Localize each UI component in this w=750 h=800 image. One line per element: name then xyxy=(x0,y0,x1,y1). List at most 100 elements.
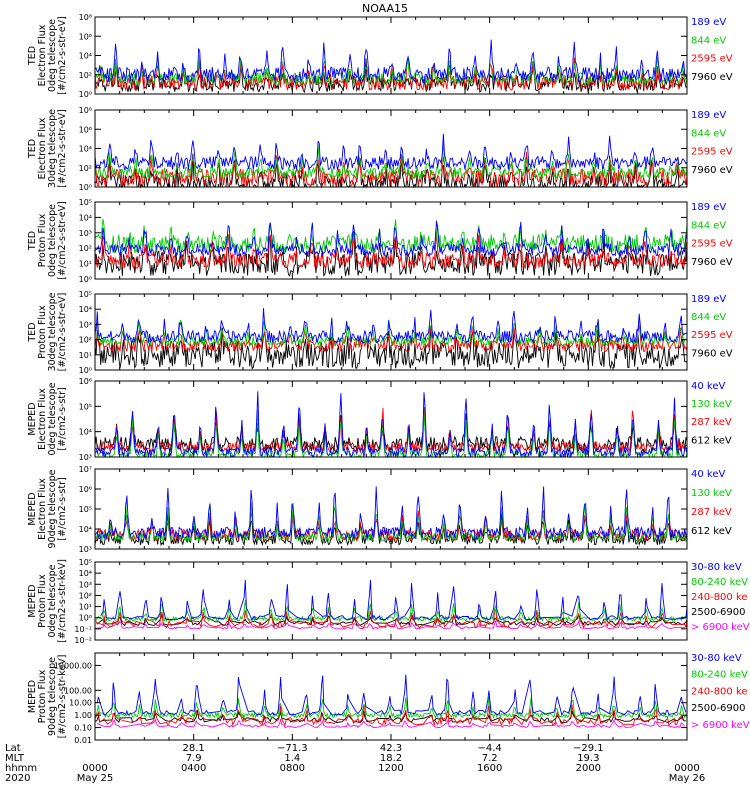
legend-entry: 40 keV xyxy=(691,469,725,480)
series-2-4 xyxy=(94,133,688,171)
time-value: 7.2 xyxy=(482,753,498,764)
legend-entry: 2595 eV xyxy=(691,54,733,65)
legend-entry: 2595 eV xyxy=(691,330,733,341)
legend-entry: 2595 eV xyxy=(691,239,733,250)
y-tick-label: 10⁴ xyxy=(79,213,92,222)
legend-entry: 30-80 keV xyxy=(691,562,742,573)
series-6-4 xyxy=(94,486,688,541)
time-value: 0000 xyxy=(674,763,699,774)
y-tick-label: 10⁶ xyxy=(79,485,92,494)
y-tick-label: 100.00 xyxy=(64,686,92,695)
legend-entry: 844 eV xyxy=(691,220,726,231)
time-value: 7.9 xyxy=(186,753,202,764)
y-tick-label: 10⁰ xyxy=(79,183,92,192)
series-3-4 xyxy=(94,220,688,258)
time-value: 19.3 xyxy=(577,753,599,764)
series-8-1 xyxy=(97,717,686,729)
time-row-label: MLT xyxy=(5,753,25,764)
figure-title: NOAA15 xyxy=(362,2,408,15)
legend-entry: 80-240 keV xyxy=(691,577,748,588)
time-value: 0800 xyxy=(280,763,305,774)
time-value: May 26 xyxy=(669,773,706,784)
time-row-label: Lat xyxy=(5,743,21,754)
y-axis-label: TEDProton Flux30deg telescope[#/cm2-s-st… xyxy=(27,292,68,371)
series-5-1 xyxy=(94,406,688,454)
y-tick-label: 10⁶ xyxy=(79,377,92,386)
y-tick-label: 0.10 xyxy=(74,724,92,733)
legend-entry: 30-80 keV xyxy=(691,653,742,664)
time-value: 28.1 xyxy=(183,743,205,754)
y-tick-label: 10² xyxy=(79,71,92,80)
y-tick-label: 10³ xyxy=(79,453,92,462)
time-value: −71.3 xyxy=(277,743,308,754)
y-tick-label: 10⁷ xyxy=(79,465,92,474)
panel-5: 10³ 10⁴ 10⁵ 10⁶ MEPEDElectron Flux0deg teles… xyxy=(27,377,732,462)
y-axis-label: MEPEDElectron Flux0deg telescope[#/cm2-s… xyxy=(27,382,68,455)
legend-entry: 189 eV xyxy=(691,294,726,305)
legend-entry: 844 eV xyxy=(691,312,726,323)
legend-entry: 2500-6900 xyxy=(691,703,746,714)
y-axis-label: MEPEDProton Flux90deg telescope[#/cm2-s-… xyxy=(27,655,68,739)
time-value: 42.3 xyxy=(380,743,402,754)
time-value: May 25 xyxy=(77,773,114,784)
y-tick-label: 10⁴ xyxy=(79,52,92,61)
series-4-3 xyxy=(94,316,688,348)
y-axis-label: TEDElectron Flux0deg telescope[#/cm2-s-s… xyxy=(27,16,68,95)
y-tick-label: 10¹ xyxy=(79,351,92,360)
legend-entry: 240-800 ke xyxy=(691,686,748,697)
legend-entry: 287 keV xyxy=(691,417,732,428)
y-tick-label: 10⁰ xyxy=(79,90,92,99)
y-tick-label: 10² xyxy=(79,336,92,345)
time-value: 1600 xyxy=(477,763,502,774)
y-axis-label: MEPEDProton Flux0deg telescope[#/cm2-s-s… xyxy=(27,559,68,643)
legend-entry: 189 eV xyxy=(691,202,726,213)
y-tick-label: 10⁵ xyxy=(79,558,92,567)
y-tick-label: 0.01 xyxy=(74,736,92,745)
series-7-2 xyxy=(95,612,688,627)
y-tick-label: 10⁵ xyxy=(79,505,92,514)
legend-entry: 287 keV xyxy=(691,507,732,518)
legend-entry: > 6900 keV xyxy=(691,720,750,731)
time-value: 1200 xyxy=(378,763,403,774)
y-tick-label: 10² xyxy=(79,244,92,253)
y-tick-label: 10³ xyxy=(79,580,92,589)
legend-entry: 240-800 ke xyxy=(691,592,748,603)
panel-2: 10⁰ 10² 10⁴ 10⁶ 10⁸ TEDElectron Flux30deg tel… xyxy=(27,106,733,192)
series-6-3 xyxy=(94,501,688,543)
time-row-label: 2020 xyxy=(5,773,30,784)
time-value: 2000 xyxy=(576,763,601,774)
series-3-2 xyxy=(94,231,688,270)
y-tick-label: 10⁵ xyxy=(79,290,92,299)
y-tick-label: 10² xyxy=(79,591,92,600)
y-axis-label: TEDElectron Flux30deg telescope[#/cm2-s-… xyxy=(27,109,68,188)
legend-entry: > 6900 keV xyxy=(691,622,750,633)
legend-entry: 2500-6900 xyxy=(691,607,746,618)
y-axis-label: TEDProton Flux0deg telescope[#/cm2-s-str… xyxy=(27,201,68,280)
panel-frame xyxy=(94,201,688,280)
time-value: 1.4 xyxy=(284,753,300,764)
series-8-3 xyxy=(94,704,684,727)
y-tick-label: 10³ xyxy=(79,229,92,238)
series-1-3 xyxy=(94,55,688,86)
y-tick-label: 10³ xyxy=(79,320,92,329)
time-value: −29.1 xyxy=(573,743,604,754)
y-tick-label: 10⁸ xyxy=(79,106,92,115)
y-tick-label: 10⁰ xyxy=(79,614,92,623)
series-7-1 xyxy=(94,619,688,630)
y-tick-label: 10⁰ xyxy=(79,366,92,375)
panel-4: 10⁰ 10¹ 10² 10³ 10⁴ 10⁵ TEDProton Flux30deg te… xyxy=(27,290,733,375)
time-value: 18.2 xyxy=(380,753,402,764)
series-4-4 xyxy=(94,308,688,345)
y-tick-label: 10⁴ xyxy=(79,305,92,314)
series-7-3 xyxy=(95,609,688,629)
y-tick-label: 10¹ xyxy=(79,260,92,269)
y-tick-label: 10⁻¹ xyxy=(74,625,92,634)
panel-frame xyxy=(94,380,688,458)
y-tick-label: 10⁵ xyxy=(79,198,92,207)
series-6-1 xyxy=(94,511,688,547)
y-tick-label: 10⁰ xyxy=(79,275,92,284)
legend-entry: 7960 eV xyxy=(691,72,733,83)
y-tick-label: 10⁵ xyxy=(79,402,92,411)
